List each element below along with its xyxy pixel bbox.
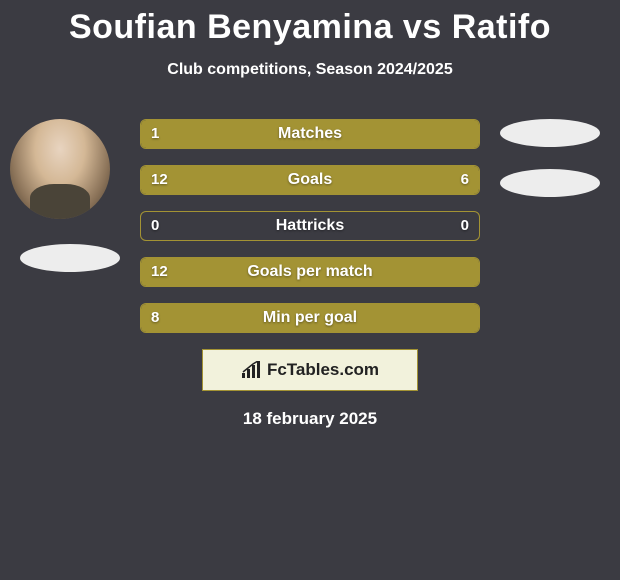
comparison-content: 1Matches 126Goals 00Hattricks 12Goals per m… <box>0 119 620 429</box>
date-label: 18 february 2025 <box>0 409 620 429</box>
player-left-avatar <box>10 119 110 219</box>
stat-bars: 1Matches 126Goals 00Hattricks 12Goals per m… <box>140 119 480 333</box>
page-title: Soufian Benyamina vs Ratifo <box>0 0 620 47</box>
chart-icon <box>241 361 263 379</box>
brand-box: FcTables.com <box>202 349 418 391</box>
brand-text: FcTables.com <box>267 360 379 380</box>
subtitle: Club competitions, Season 2024/2025 <box>0 61 620 79</box>
stat-bar: 00Hattricks <box>140 211 480 241</box>
player-left-shadow <box>20 244 120 272</box>
stat-bar: 8Min per goal <box>140 303 480 333</box>
stat-bar: 12Goals per match <box>140 257 480 287</box>
bar-label: Goals <box>141 166 479 194</box>
player-right-shadow-2 <box>500 169 600 197</box>
stat-bar: 126Goals <box>140 165 480 195</box>
stat-bar: 1Matches <box>140 119 480 149</box>
bar-label: Goals per match <box>141 258 479 286</box>
player-right-shadow-1 <box>500 119 600 147</box>
bar-label: Min per goal <box>141 304 479 332</box>
bar-label: Matches <box>141 120 479 148</box>
bar-label: Hattricks <box>141 212 479 240</box>
